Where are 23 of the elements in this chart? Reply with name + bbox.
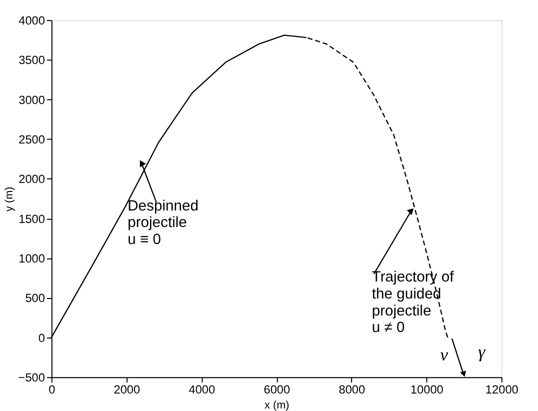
- annotation: Despinned projectile u ≡ 0: [128, 198, 198, 248]
- y-tick-label: 3500: [18, 53, 46, 68]
- y-tick-label: −500: [18, 370, 46, 385]
- y-tick-label: 4000: [18, 14, 46, 28]
- y-tick-label: 0: [38, 330, 46, 345]
- y-tick-label: 3000: [18, 92, 46, 107]
- y-tick-label: 1000: [18, 252, 46, 266]
- annotation: γ: [478, 341, 486, 362]
- y-axis-title: y (m): [3, 186, 16, 212]
- x-tick-label: 12000: [485, 382, 519, 396]
- annotation: Trajectory of the guided projectile u ≠ 0: [372, 270, 455, 336]
- x-tick-label: 10000: [410, 382, 444, 396]
- x-tick-label: 6000: [264, 382, 291, 396]
- y-tick-label: 1500: [18, 212, 46, 226]
- y-tick-label: 2000: [18, 172, 46, 186]
- y-tick-label: 500: [25, 291, 46, 306]
- x-axis-title: x (m): [264, 399, 290, 411]
- x-tick-label: 4000: [188, 382, 216, 396]
- x-tick-label: 8000: [338, 382, 366, 396]
- x-tick-label: 0: [48, 382, 56, 396]
- x-tick-label: 2000: [114, 382, 141, 396]
- y-tick-label: 2500: [18, 132, 46, 147]
- annotation: v: [440, 344, 448, 364]
